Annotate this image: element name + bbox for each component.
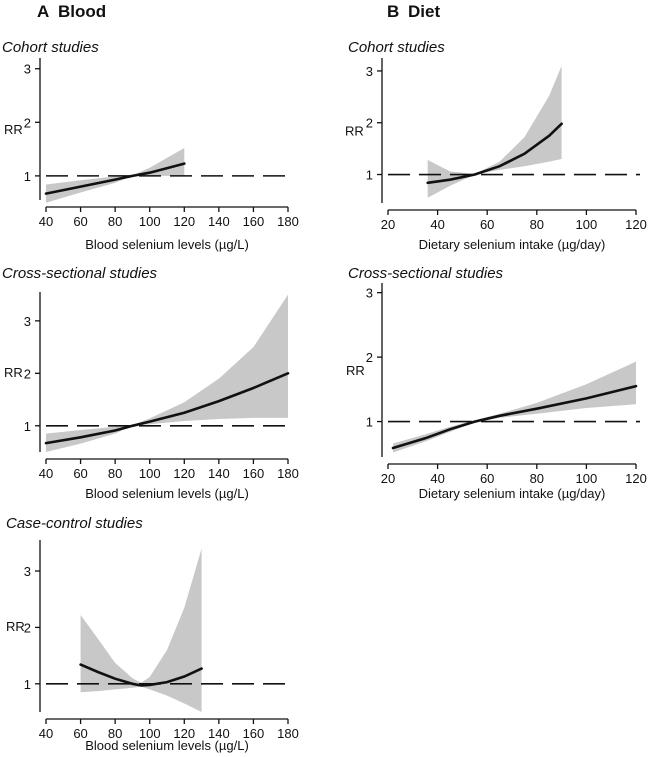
confidence-band [46,148,185,203]
x-tick-label: 20 [381,217,395,232]
y-axis-label: RR [346,363,365,378]
x-tick-label: 160 [243,466,265,481]
chart-title: Cross-sectional studies [348,265,504,282]
rr-curve [391,384,638,450]
x-tick-label: 80 [530,217,544,232]
x-tick-label: 60 [480,471,494,486]
x-axis-label: Blood selenium levels (µg/L) [85,237,249,252]
chart-cohort-diet: Cohort studies 1 2 3 RR 20 40 60 80 100 120 Dietary… [345,39,647,252]
confidence-band [427,65,562,198]
x-tick-label: 100 [139,466,161,481]
y-tick-label: 2 [366,116,373,131]
chart-cohort-blood: Cohort studies 1 2 3 RR 40 60 80 100 120 140 160 180… [2,39,299,252]
chart-case-control-blood: Case-control studies 1 2 3 RR 40 60 80 100 120 140… [6,515,299,753]
y-tick-label: 2 [24,620,31,635]
x-tick-label: 120 [173,726,195,741]
x-tick-label: 120 [173,466,195,481]
x-tick-label: 80 [108,214,122,229]
chart-title: Case-control studies [6,515,143,532]
x-tick-label: 60 [480,217,494,232]
x-tick-label: 100 [139,726,161,741]
x-tick-label: 160 [243,726,265,741]
y-tick-label: 1 [24,169,31,184]
y-tick-label: 3 [366,64,373,79]
confidence-band [80,548,202,712]
x-tick-label: 100 [139,214,161,229]
y-axis-label: RR [6,619,25,634]
y-tick-label: 3 [24,62,31,77]
y-tick-label: 3 [24,314,31,329]
chart-title: Cohort studies [2,39,99,56]
y-tick-label: 2 [24,366,31,381]
y-axis-label: RR [345,124,364,139]
y-tick-label: 2 [366,350,373,365]
x-axis-label: Dietary selenium intake (µg/day) [419,486,606,501]
panel-a-name: Blood [58,2,106,21]
x-tick-label: 140 [208,214,230,229]
y-tick-label: 3 [366,286,373,301]
x-tick-label: 40 [39,726,53,741]
y-tick-label: 3 [24,564,31,579]
y-tick-label: 1 [24,419,31,434]
x-axis-label: Blood selenium levels (µg/L) [85,486,249,501]
x-tick-label: 40 [39,214,53,229]
rr-curve [44,162,186,195]
x-tick-label: 100 [576,471,598,486]
x-axis-label: Dietary selenium intake (µg/day) [419,237,606,252]
y-axis-label: RR [4,365,23,380]
x-tick-label: 100 [576,217,598,232]
rr-curve [426,122,563,185]
panel-b-letter: B [387,2,399,21]
x-tick-label: 180 [277,466,299,481]
chart-title: Cross-sectional studies [2,265,158,282]
x-tick-label: 40 [430,471,444,486]
y-axis-label: RR [4,122,23,137]
confidence-band [46,294,288,452]
panel-b-name: Diet [408,2,440,21]
x-tick-label: 80 [108,466,122,481]
x-tick-label: 80 [108,726,122,741]
chart-cross-sectional-diet: Cross-sectional studies 1 2 3 RR 20 40 60 80 100 1… [346,265,647,501]
chart-cross-sectional-blood: Cross-sectional studies 1 2 3 RR 40 60 80 100 120… [2,265,299,501]
x-tick-label: 120 [625,217,647,232]
x-tick-label: 40 [39,466,53,481]
y-tick-label: 1 [366,415,373,430]
x-tick-label: 140 [208,726,230,741]
x-tick-label: 60 [73,214,87,229]
x-tick-label: 180 [277,726,299,741]
x-tick-label: 60 [73,726,87,741]
panel-a-letter: A [37,2,49,21]
x-tick-label: 120 [173,214,195,229]
x-tick-label: 120 [625,471,647,486]
x-tick-label: 180 [277,214,299,229]
y-tick-label: 1 [24,677,31,692]
y-tick-label: 2 [24,115,31,130]
x-axis-label: Blood selenium levels (µg/L) [85,738,249,753]
x-tick-label: 160 [243,214,265,229]
rr-curve [44,372,290,445]
confidence-band [393,361,636,453]
x-tick-label: 20 [381,471,395,486]
x-tick-label: 140 [208,466,230,481]
y-tick-label: 1 [366,168,373,183]
x-tick-label: 60 [73,466,87,481]
x-tick-label: 80 [530,471,544,486]
rr-curve [79,663,203,687]
x-tick-label: 40 [430,217,444,232]
chart-title: Cohort studies [348,39,445,56]
